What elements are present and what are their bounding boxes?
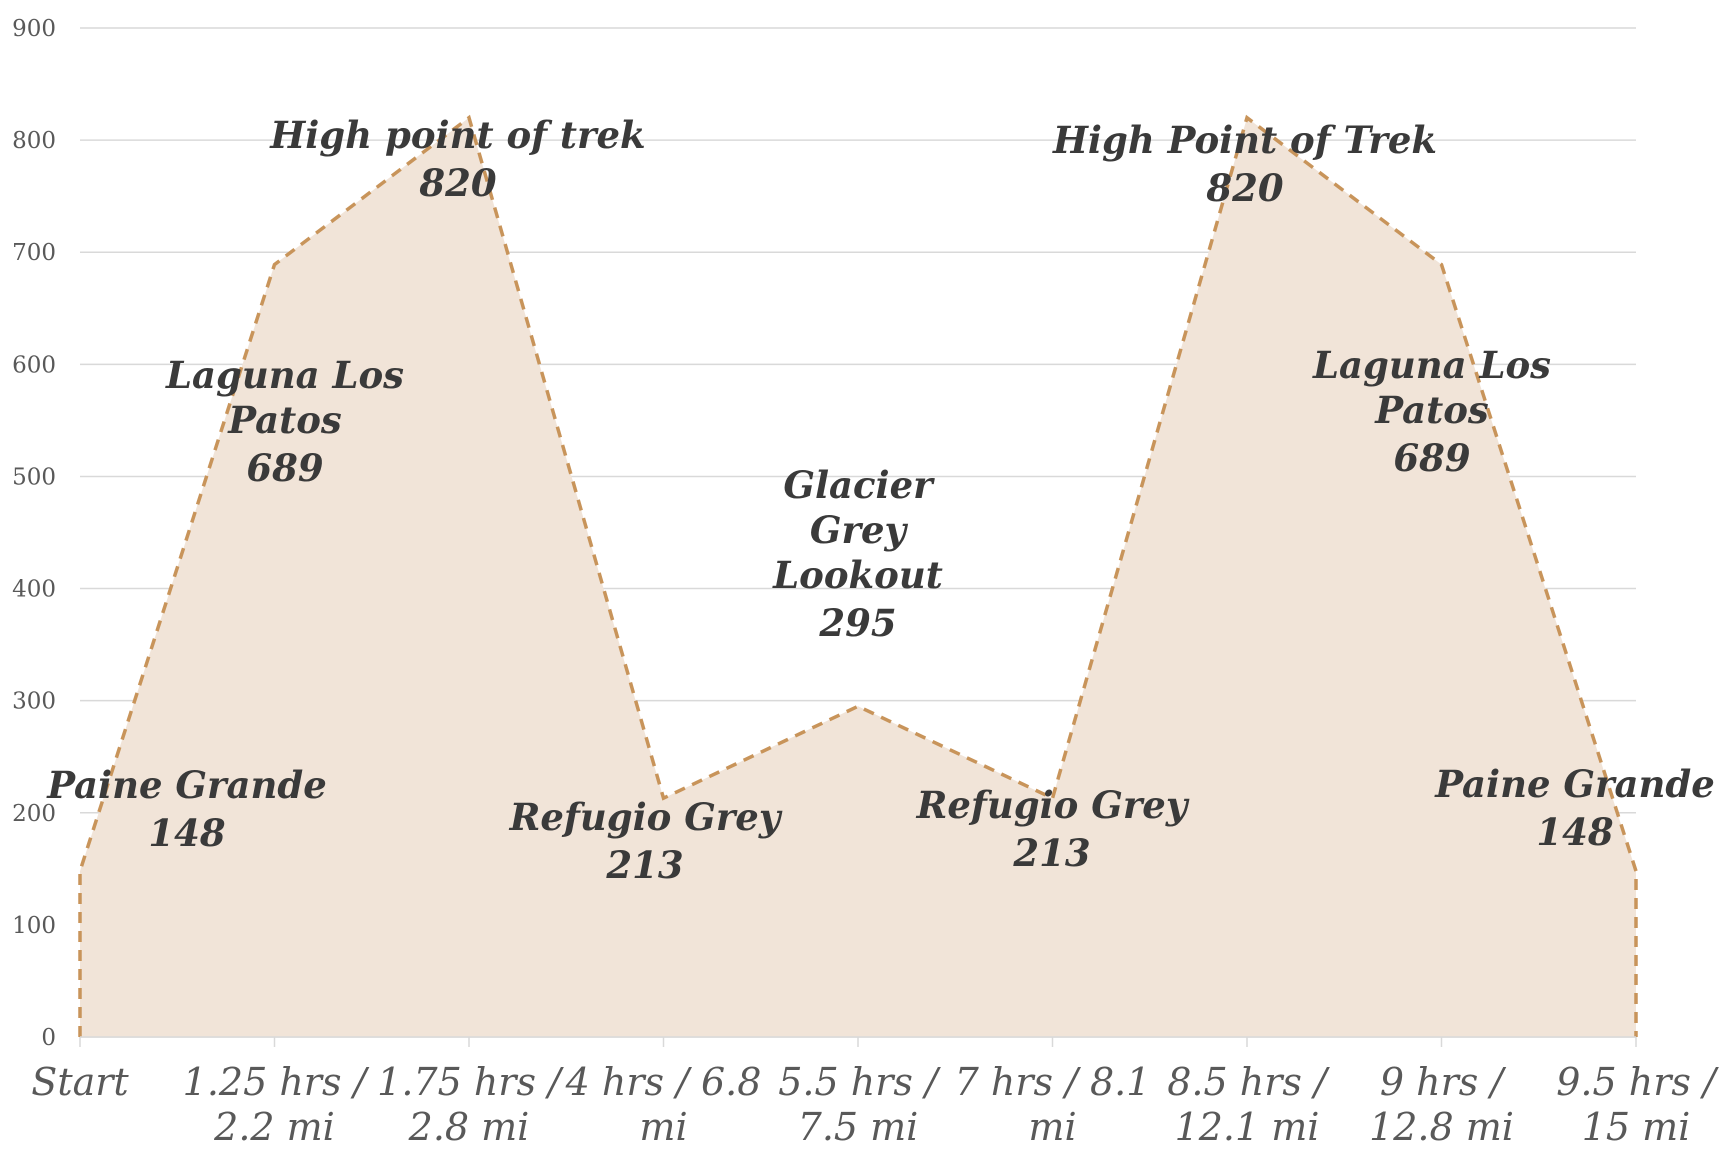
y-tick-label: 500 [12, 464, 56, 490]
data-label: Paine Grande 148 [1434, 762, 1715, 854]
y-tick-label: 400 [12, 577, 56, 603]
elevation-line [78, 114, 1638, 1037]
y-tick-label: 100 [12, 913, 56, 939]
x-tick-label: 8.5 hrs /12.1 mi [1167, 1060, 1330, 1149]
x-tick-label: Start [31, 1060, 129, 1104]
elevation-area [78, 114, 1638, 1037]
area-fill [80, 117, 1636, 1037]
data-label: High point of trek 820 [269, 113, 645, 205]
x-tick-label: 4 hrs / 6.8 mi [565, 1060, 762, 1149]
y-tick-label: 800 [12, 128, 56, 154]
y-axis-ticks: 0 100 200 300 400 500 600 700 800 900 [12, 16, 56, 1051]
y-tick-label: 700 [12, 240, 56, 266]
data-labels: Paine Grande 148 Laguna Los Patos 689 High po… [46, 113, 1715, 887]
y-tick-label: 300 [12, 689, 56, 715]
data-label: Glacier Grey Lookout 295 [772, 463, 943, 645]
x-axis-ticks: Start 1.25 hrs /2.2 mi1.75 hrs /2.8 mi4 h… [31, 1036, 1719, 1149]
x-tick-label: 1.25 hrs /2.2 mi [183, 1060, 370, 1149]
y-tick-label: 0 [41, 1025, 56, 1051]
y-tick-label: 600 [12, 352, 56, 378]
x-tick-label: 5.5 hrs /7.5 mi [778, 1060, 941, 1149]
x-tick-label: 1.75 hrs /2.8 mi [377, 1060, 564, 1149]
y-tick-label: 900 [12, 16, 56, 42]
data-label: High Point of Trek 820 [1052, 118, 1437, 210]
x-tick-label: 9 hrs /12.8 mi [1369, 1060, 1514, 1149]
data-label: Laguna Los Patos 689 [165, 353, 404, 490]
x-tick-label: 9.5 hrs /15 mi [1556, 1060, 1719, 1149]
data-label: Refugio Grey 213 [916, 783, 1190, 875]
data-label: Laguna Los Patos 689 [1312, 343, 1551, 480]
data-label: Paine Grande 148 [46, 763, 327, 855]
y-tick-label: 200 [12, 801, 56, 827]
x-tick-label: 7 hrs / 8.1 mi [955, 1060, 1151, 1149]
data-label: Refugio Grey 213 [509, 795, 783, 887]
